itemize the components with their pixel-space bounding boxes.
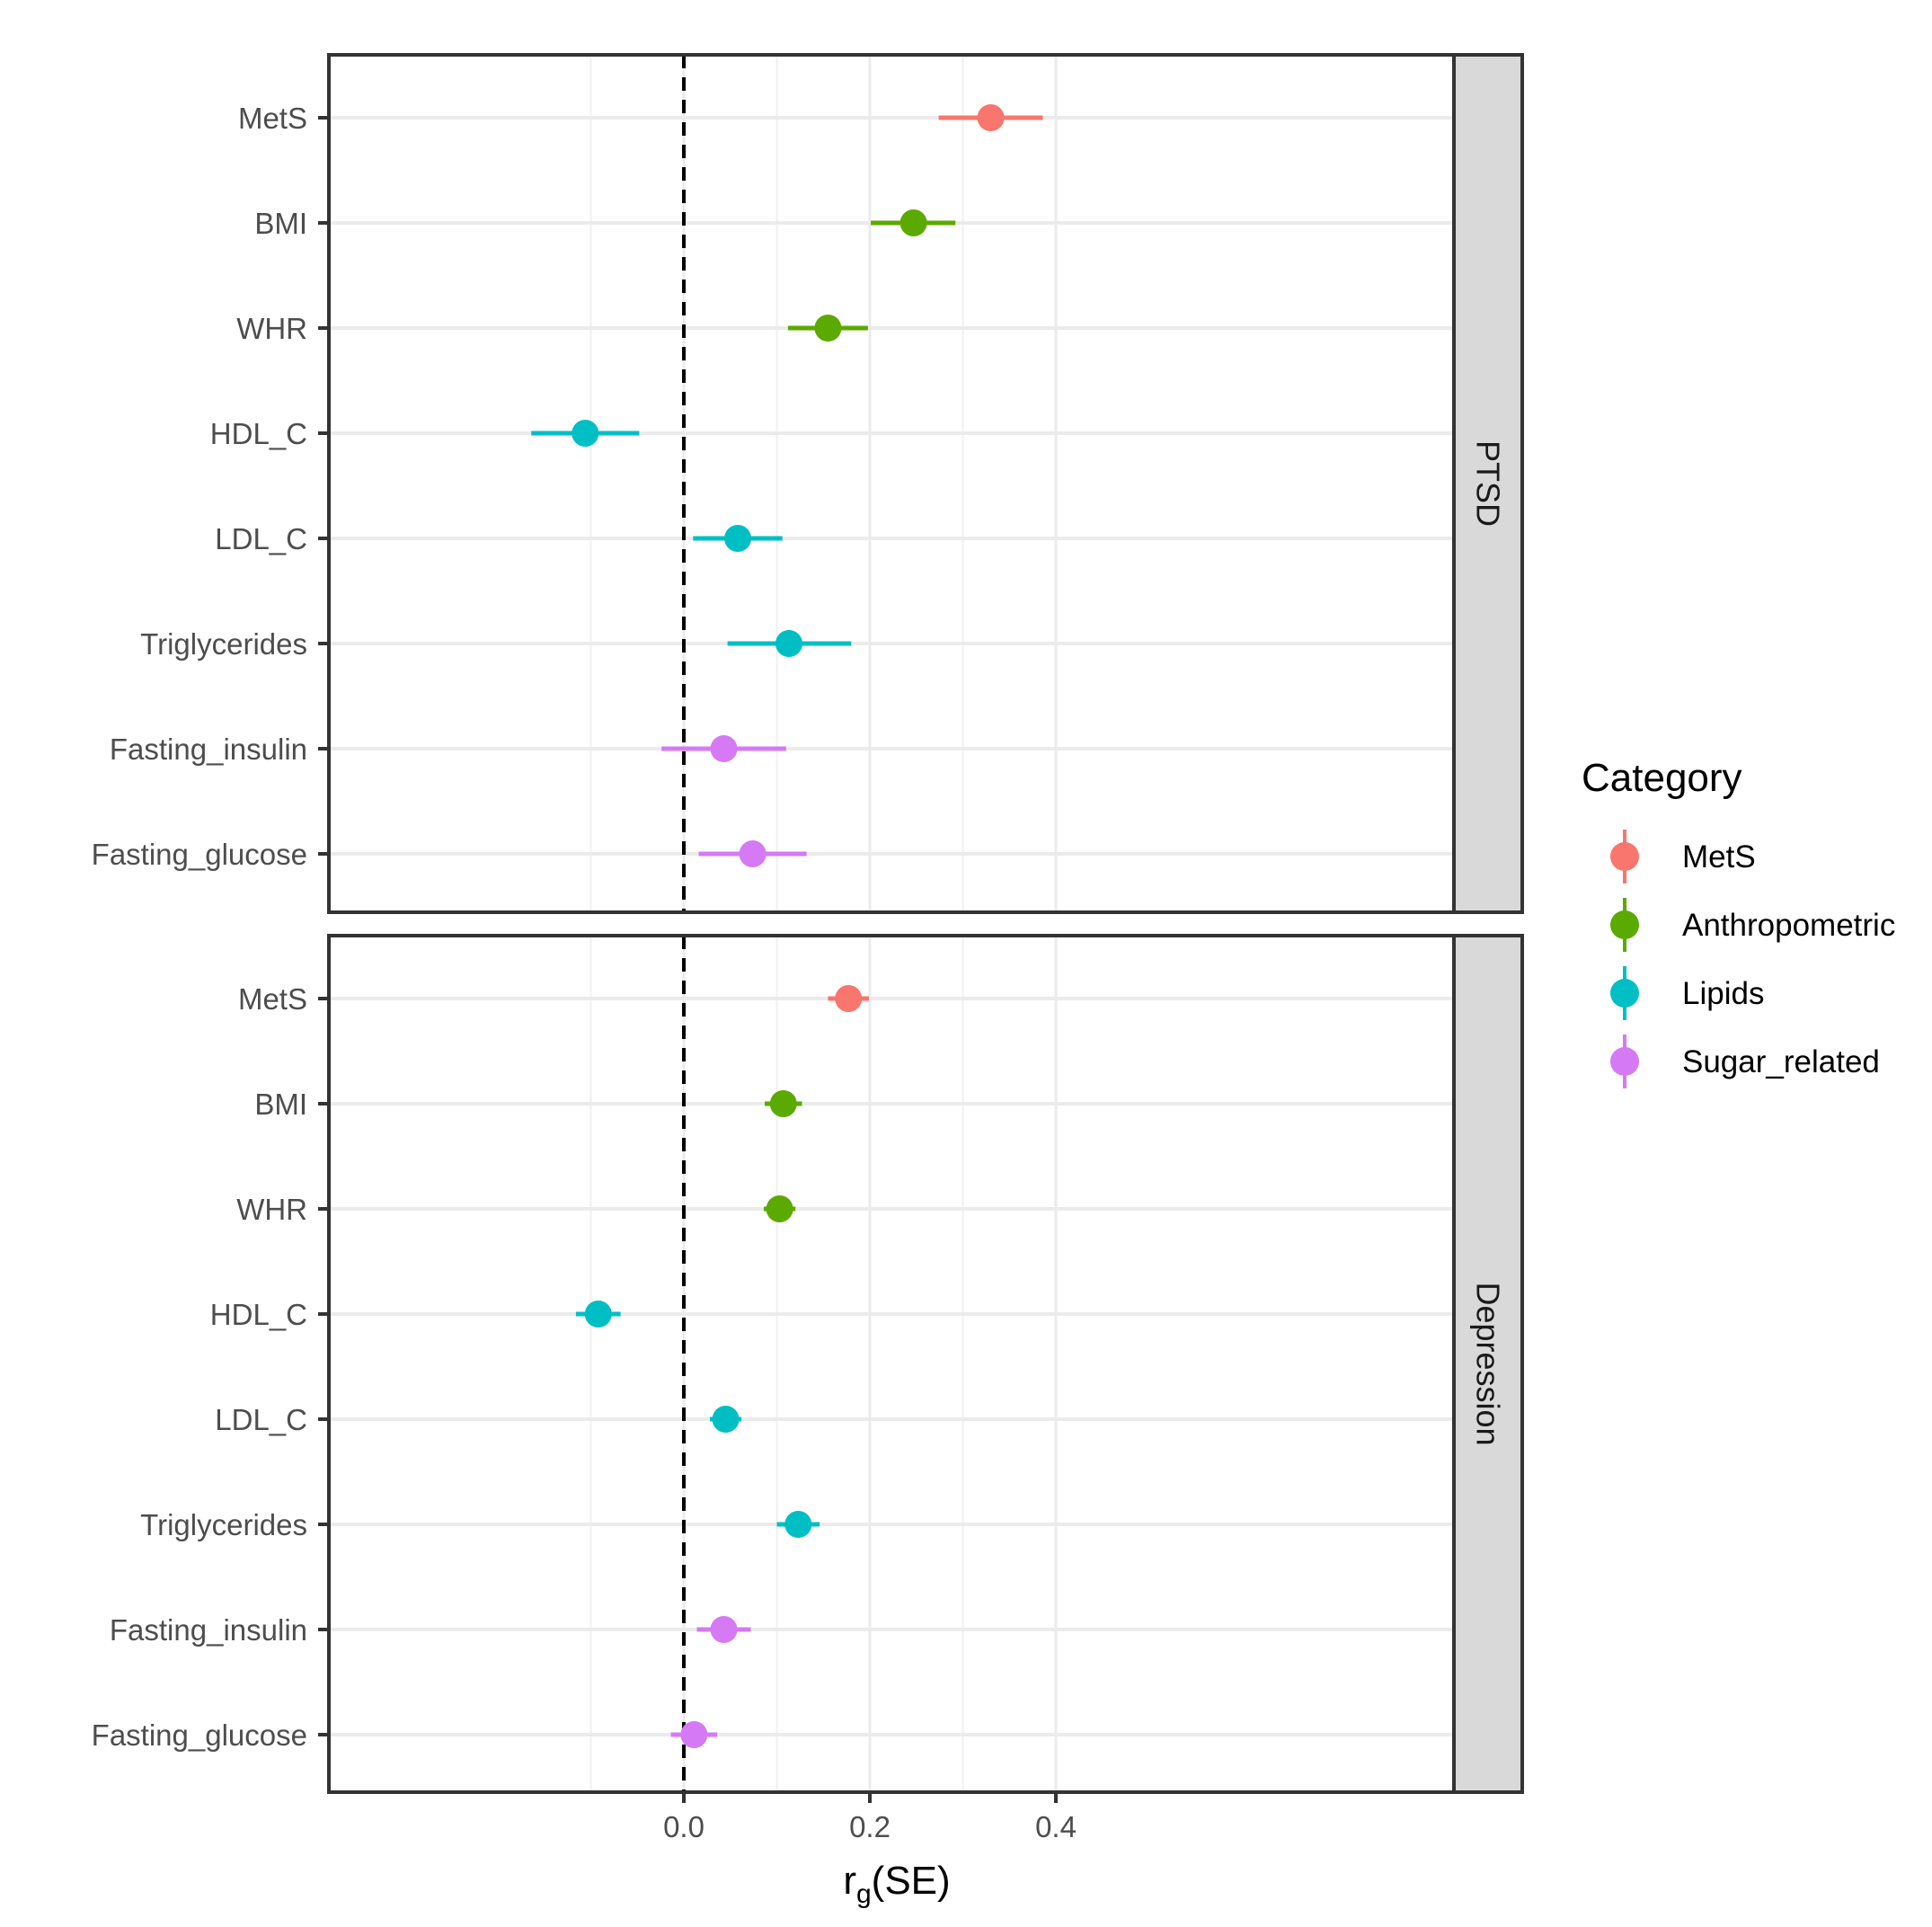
legend-label: Lipids [1682, 976, 1764, 1011]
point-whr [766, 1195, 793, 1222]
y-tick-label: HDL_C [210, 417, 307, 450]
legend-item-lipids: Lipids [1610, 966, 1764, 1020]
legend-key-point [1610, 1047, 1639, 1076]
y-tick-label: MetS [238, 982, 307, 1016]
point-fasting_glucose [739, 840, 767, 867]
panel-background [329, 55, 1454, 912]
legend: Category MetS Anthropometric Lipids Sugar_r… [1582, 756, 1895, 1088]
point-fasting_insulin [710, 1616, 738, 1643]
y-tick-label: LDL_C [215, 522, 307, 555]
y-tick-label: MetS [238, 102, 307, 135]
panel-depression: MetS BMI WHR HDL_C LDL_C Triglycerides Fasting… [92, 934, 1524, 1794]
legend-label: Anthropometric [1682, 908, 1895, 943]
x-axis-title-suffix: (SE) [872, 1859, 951, 1903]
point-fasting_insulin [710, 735, 738, 762]
legend-key-point [1610, 979, 1639, 1008]
strip-label: Depression [1470, 1282, 1507, 1445]
legend-title: Category [1582, 756, 1742, 800]
point-whr [814, 315, 842, 342]
point-mets [835, 985, 863, 1012]
legend-item-mets: MetS [1610, 830, 1756, 884]
x-tick-label: 0.0 [663, 1810, 705, 1843]
y-tick-label: Triglycerides [140, 627, 307, 661]
y-tick-label: Fasting_glucose [92, 838, 307, 871]
x-tick-label: 0.4 [1035, 1810, 1077, 1843]
panels: MetS BMI WHR HDL_C LDL_C Triglycerides Fasting… [92, 53, 1524, 1794]
panel-background [329, 936, 1454, 1792]
point-triglycerides [775, 630, 802, 657]
point-bmi [769, 1090, 797, 1117]
legend-item-anthropometric: Anthropometric [1610, 898, 1895, 952]
y-tick-label: Triglycerides [140, 1508, 307, 1541]
point-mets [977, 104, 1005, 131]
legend-label: MetS [1682, 839, 1756, 875]
point-hdl_c [584, 1301, 612, 1328]
point-hdl_c [572, 420, 599, 447]
y-tick-label: Fasting_insulin [110, 1613, 307, 1647]
strip-label: PTSD [1470, 440, 1507, 527]
legend-key-point [1610, 910, 1639, 939]
point-triglycerides [784, 1511, 812, 1538]
legend-key-point [1610, 842, 1639, 871]
y-tick-label: LDL_C [215, 1403, 307, 1436]
y-tick-label: HDL_C [210, 1298, 307, 1331]
strip-background [1452, 934, 1524, 1794]
x-axis-title-subscript: g [856, 1879, 872, 1909]
x-axis: 0.0 0.2 0.4 [663, 1792, 1077, 1843]
panel-ptsd: MetS BMI WHR HDL_C LDL_C Triglycerides Fasting… [92, 53, 1524, 914]
y-tick-label: WHR [236, 312, 307, 345]
x-axis-title-main: r [843, 1859, 856, 1903]
point-bmi [900, 209, 927, 236]
point-ldl_c [724, 525, 752, 552]
y-tick-label: BMI [254, 207, 307, 240]
point-fasting_glucose [680, 1721, 708, 1748]
x-tick-label: 0.2 [849, 1810, 891, 1843]
legend-label: Sugar_related [1682, 1044, 1880, 1079]
x-axis-title: rg(SE) [843, 1859, 950, 1909]
point-ldl_c [712, 1406, 740, 1433]
y-tick-label: WHR [236, 1193, 307, 1226]
y-tick-label: Fasting_glucose [92, 1718, 307, 1752]
legend-item-sugar_related: Sugar_related [1610, 1035, 1880, 1088]
y-tick-label: BMI [254, 1088, 307, 1121]
y-tick-label: Fasting_insulin [110, 733, 307, 766]
strip-background [1452, 53, 1524, 914]
